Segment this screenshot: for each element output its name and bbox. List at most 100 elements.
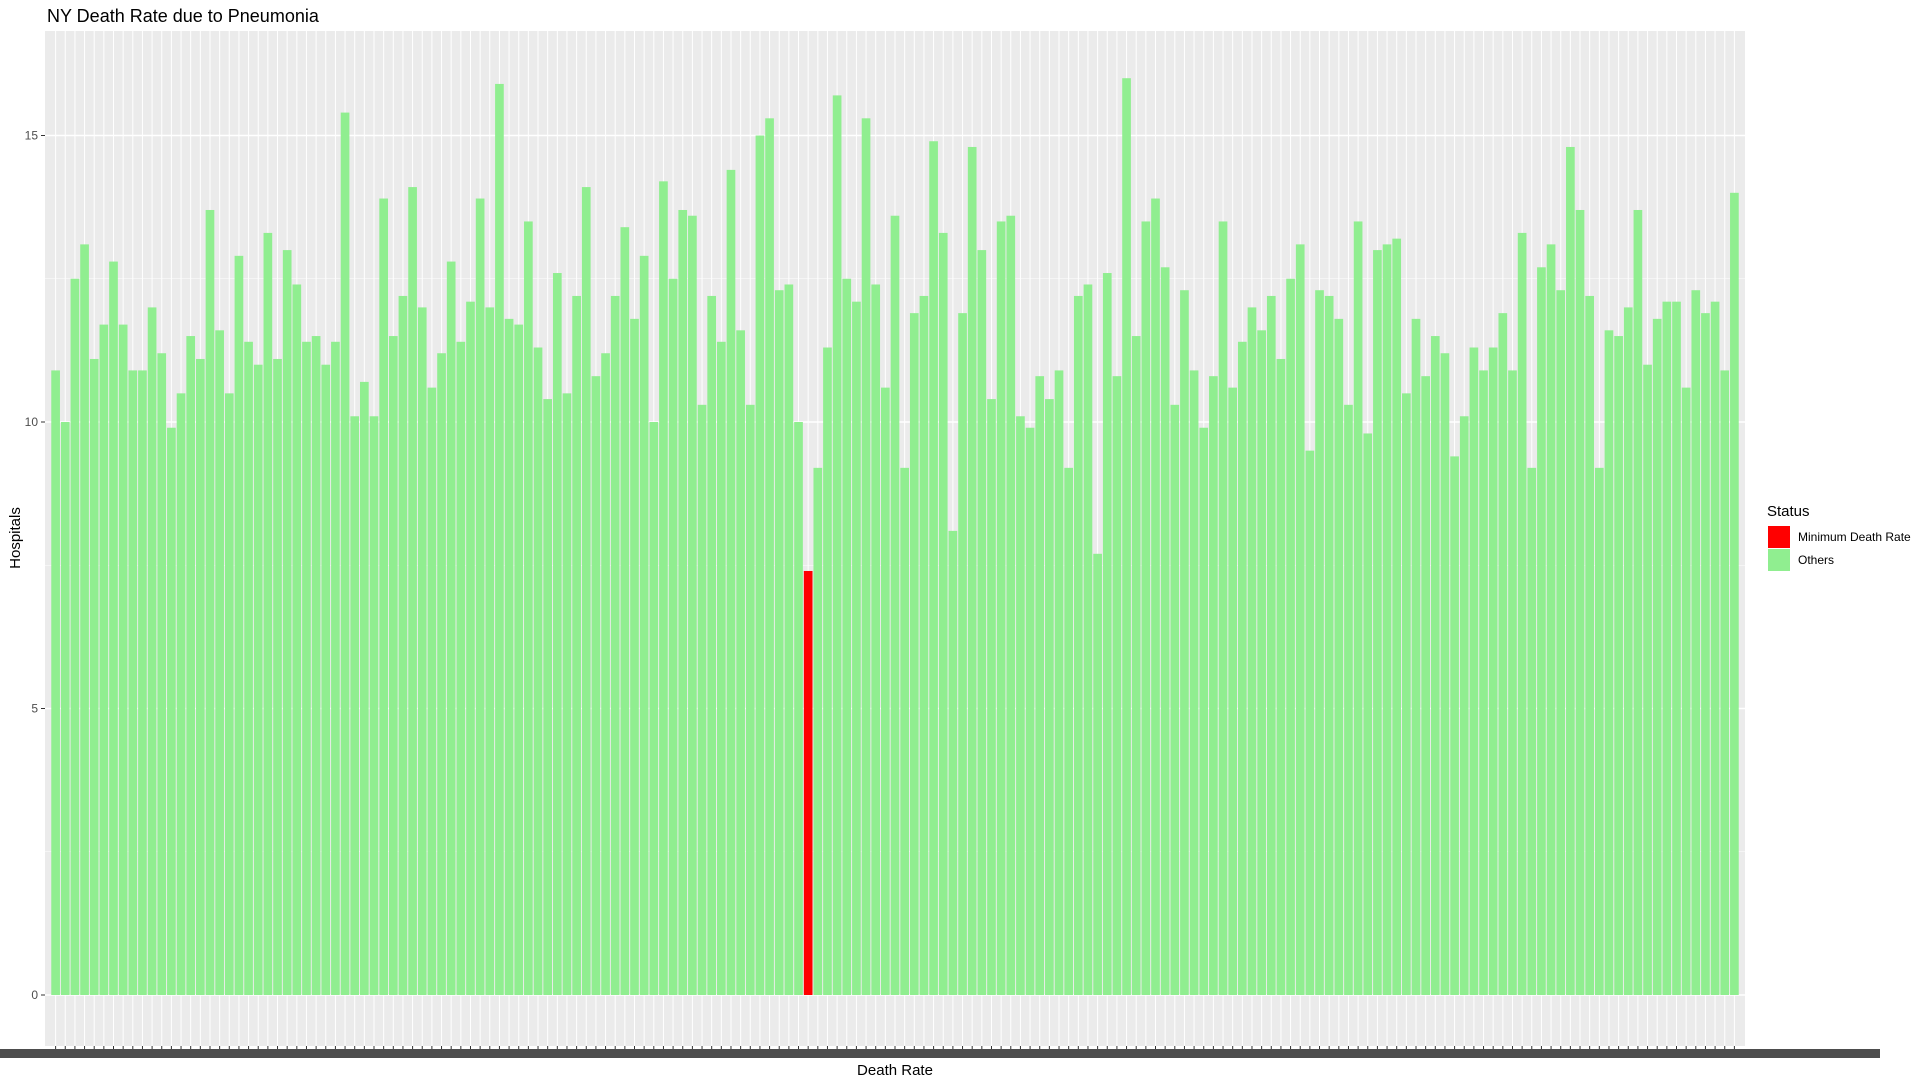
y-tick-label: 15 <box>25 129 39 143</box>
bar <box>1006 215 1016 996</box>
bar <box>1093 553 1102 995</box>
bar <box>379 198 388 995</box>
bar <box>1315 290 1324 996</box>
bar <box>80 244 89 995</box>
bar <box>1276 358 1286 996</box>
bar <box>1160 267 1170 995</box>
bar <box>1643 364 1652 995</box>
bar <box>360 381 369 995</box>
bar <box>977 250 987 996</box>
bar <box>244 341 253 995</box>
bar <box>1623 307 1633 995</box>
bar <box>707 295 717 995</box>
bar <box>176 393 186 996</box>
bar <box>1073 295 1083 995</box>
bar <box>736 330 745 995</box>
bar <box>938 232 948 995</box>
bar <box>60 422 70 995</box>
bar <box>1247 307 1257 995</box>
bar <box>215 330 224 995</box>
bar <box>745 404 755 995</box>
bar <box>475 198 485 995</box>
bar <box>263 232 273 995</box>
bar <box>1421 376 1430 995</box>
y-tick-label: 10 <box>25 415 39 429</box>
bar <box>1469 347 1479 995</box>
bar <box>1604 330 1614 995</box>
bar <box>99 324 109 996</box>
bar <box>996 221 1006 995</box>
bar <box>1295 244 1305 995</box>
bar <box>1730 192 1739 996</box>
bar <box>581 187 591 995</box>
bar <box>1305 450 1315 995</box>
bar <box>1720 370 1730 995</box>
bar <box>89 358 99 996</box>
bar <box>195 358 205 996</box>
bar <box>1064 467 1073 996</box>
bar <box>1344 404 1353 995</box>
bar <box>823 347 832 995</box>
bar <box>639 255 649 995</box>
bar <box>292 284 302 996</box>
bar <box>1430 336 1440 995</box>
bar <box>388 336 398 995</box>
bar <box>794 422 803 995</box>
bar <box>340 112 350 995</box>
bar <box>572 295 581 995</box>
bar <box>253 364 263 995</box>
bar <box>1189 370 1199 995</box>
bar <box>495 83 504 996</box>
y-tick-label: 5 <box>31 702 38 716</box>
bar <box>1585 295 1594 995</box>
bar <box>1546 244 1556 995</box>
bar <box>1228 387 1238 995</box>
bar <box>109 261 118 995</box>
bar <box>485 307 495 995</box>
bar <box>1025 427 1035 996</box>
bar <box>437 353 446 995</box>
bar <box>543 399 553 996</box>
bar <box>427 387 437 995</box>
bar <box>1102 273 1112 995</box>
legend-swatch-others <box>1768 549 1790 571</box>
bar <box>881 387 890 995</box>
bar <box>1566 146 1575 995</box>
bar <box>716 341 726 995</box>
bar <box>1035 376 1045 995</box>
bar <box>331 341 340 995</box>
bar <box>948 530 958 995</box>
bar <box>765 118 774 995</box>
bar <box>1411 318 1421 995</box>
bar <box>70 278 80 995</box>
bar <box>1199 427 1209 996</box>
bar <box>610 295 620 995</box>
bar <box>167 427 176 996</box>
bar <box>1237 341 1247 995</box>
bar <box>118 324 128 996</box>
legend-title: Status <box>1767 503 1810 520</box>
bar <box>1594 467 1604 996</box>
bar <box>909 313 919 995</box>
bar <box>446 261 456 995</box>
x-tick-labels-overlapping <box>0 1049 1880 1058</box>
bar <box>1633 209 1643 996</box>
bar <box>1488 347 1498 995</box>
bar <box>398 295 408 995</box>
bar <box>552 273 562 995</box>
bar <box>1537 267 1546 995</box>
bar <box>890 215 900 996</box>
bar <box>1218 221 1228 995</box>
bar <box>157 353 167 995</box>
bar <box>1324 295 1334 995</box>
bar <box>1710 301 1720 995</box>
bar <box>417 307 427 995</box>
bar <box>51 370 60 995</box>
bar <box>1122 78 1131 995</box>
bar <box>1373 250 1382 996</box>
bar <box>186 336 196 995</box>
bar <box>350 416 360 995</box>
bar <box>1180 290 1189 996</box>
bar <box>852 301 861 995</box>
